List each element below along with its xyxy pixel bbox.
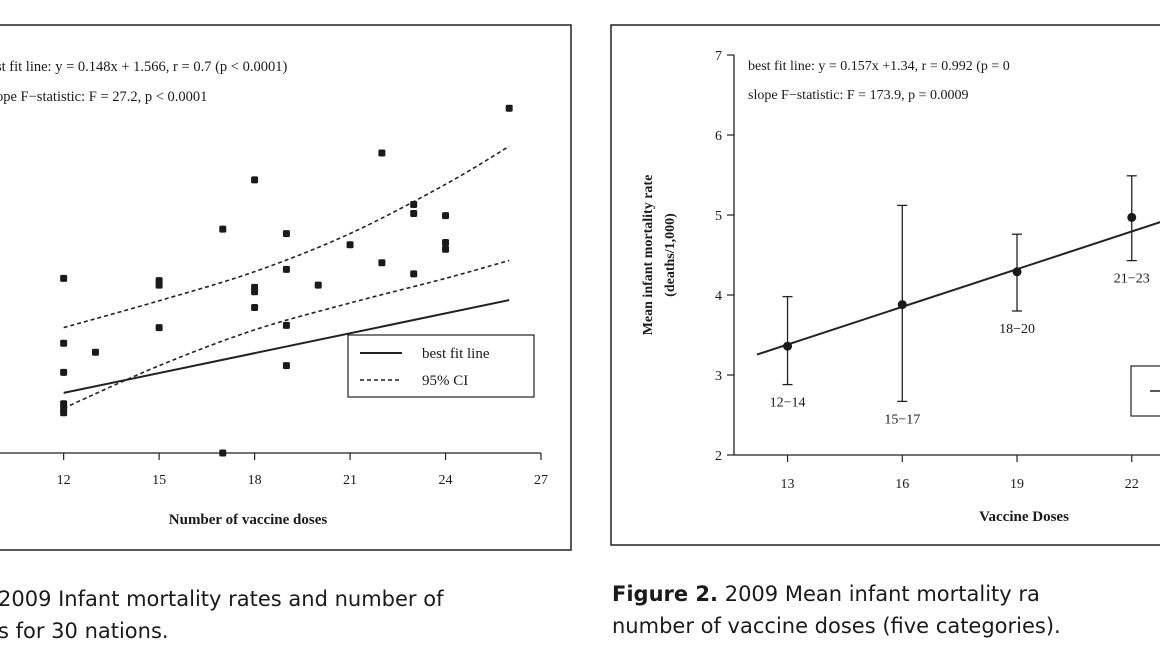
mean-point <box>1012 267 1022 277</box>
scatter-point <box>60 339 68 347</box>
figure-1-frame <box>0 24 572 551</box>
figure-2-frame <box>610 24 1160 546</box>
scatter-point <box>60 274 68 282</box>
y-tick-label-3: 3 <box>715 369 722 384</box>
scatter-point <box>442 239 450 247</box>
figure-2-caption-text: 2009 Mean infant mortality ra <box>718 582 1040 606</box>
x-tick-label-21: 21 <box>343 473 357 488</box>
figure-1-annotation-1: st fit line: y = 0.148x + 1.566, r = 0.7… <box>0 59 287 75</box>
category-label: 21−23 <box>1114 272 1150 287</box>
figure-2-y-axis-unit: (deaths/1,000) <box>663 213 678 297</box>
x-tick-label-27: 27 <box>534 473 548 488</box>
category-label: 12−14 <box>770 396 806 411</box>
figure-1-legend-box <box>347 334 535 398</box>
figure-2-best-fit-line <box>756 221 1160 356</box>
figure-1-x-axis-title: Number of vaccine doses <box>169 512 328 528</box>
scatter-point <box>442 245 450 253</box>
figure-1-ci-upper-line <box>63 145 510 329</box>
figure-1-caption-line-1: 2009 Infant mortality rates and number o… <box>0 587 444 611</box>
scatter-point <box>378 259 386 267</box>
x-tick-label-16: 16 <box>895 477 909 492</box>
scatter-point <box>282 321 290 329</box>
figure-2-y-ticks: 2 3 4 5 6 7 <box>715 49 734 464</box>
figure-1-caption-line-2: s for 30 nations. <box>0 619 169 643</box>
figure-2-annotation-1: best fit line: y = 0.157x +1.34, r = 0.9… <box>748 59 1010 74</box>
figure-2-y-axis-title: Mean infant mortality rate <box>641 175 656 336</box>
scatter-point <box>410 209 418 217</box>
legend-label-ci: 95% CI <box>422 373 468 389</box>
scatter-point <box>314 281 322 289</box>
scatter-point <box>410 200 418 208</box>
figure-1-ci-lower-line <box>63 259 510 409</box>
scatter-point <box>251 176 259 184</box>
figure-2-caption-line-2: number of vaccine doses (five categories… <box>612 614 1061 638</box>
mean-point <box>1127 212 1137 222</box>
x-tick-label-13: 13 <box>781 477 795 492</box>
scatter-point <box>60 409 68 417</box>
scatter-point <box>251 288 259 296</box>
mean-point <box>897 300 907 310</box>
scatter-point <box>155 324 163 332</box>
scatter-point <box>442 212 450 220</box>
y-tick-label-2: 2 <box>715 449 722 464</box>
scatter-point <box>251 303 259 311</box>
x-tick-label-12: 12 <box>57 473 71 488</box>
category-label: 18−20 <box>999 322 1035 337</box>
scatter-point <box>60 368 68 376</box>
category-label: 15−17 <box>884 412 920 427</box>
figure-1-x-ticks: 12 15 18 21 24 27 <box>57 453 548 488</box>
scatter-point <box>282 230 290 238</box>
figure-2-points: 12−14 15−17 18−20 21−23 <box>770 175 1150 427</box>
legend-label-best-fit: best fit line <box>422 346 490 362</box>
mean-point <box>783 341 793 351</box>
figure-2-annotation-2: slope F−statistic: F = 173.9, p = 0.0009 <box>748 88 968 103</box>
x-tick-label-22: 22 <box>1125 477 1139 492</box>
scatter-point <box>282 362 290 370</box>
x-tick-label-24: 24 <box>439 473 453 488</box>
y-tick-label-4: 4 <box>715 289 722 304</box>
figure-1-legend: best fit line 95% CI <box>347 334 535 398</box>
x-tick-label-19: 19 <box>1010 477 1024 492</box>
scatter-point <box>410 270 418 278</box>
figure-1: 12 15 18 21 24 27 st fit line: y = 0.148x + 1… <box>0 24 572 551</box>
scatter-point <box>219 449 227 457</box>
figure-2-x-ticks: 13 16 19 22 <box>781 455 1139 492</box>
scatter-point <box>505 104 513 112</box>
figure-2: 2 3 4 5 6 7 13 16 19 22 12−14 15−17 18−20 21−23 bes… <box>610 24 1160 546</box>
x-tick-label-18: 18 <box>248 473 262 488</box>
scatter-point <box>155 281 163 289</box>
figure-1-points <box>60 104 513 457</box>
scatter-point <box>91 348 99 356</box>
y-tick-label-6: 6 <box>715 129 722 144</box>
y-tick-label-5: 5 <box>715 209 722 224</box>
figure-1-annotation-2: ope F−statistic: F = 27.2, p < 0.0001 <box>0 89 207 105</box>
scatter-point <box>282 265 290 273</box>
scatter-point <box>219 225 227 233</box>
y-tick-label-7: 7 <box>715 49 722 64</box>
x-tick-label-15: 15 <box>152 473 166 488</box>
figure-2-x-axis-title: Vaccine Doses <box>979 509 1069 525</box>
figure-2-caption-line-1: Figure 2. 2009 Mean infant mortality ra <box>612 579 1040 609</box>
figure-1-best-fit-line <box>63 299 510 394</box>
figure-2-caption-label: Figure 2. <box>612 582 719 606</box>
scatter-point <box>378 149 386 157</box>
scatter-point <box>346 241 354 249</box>
